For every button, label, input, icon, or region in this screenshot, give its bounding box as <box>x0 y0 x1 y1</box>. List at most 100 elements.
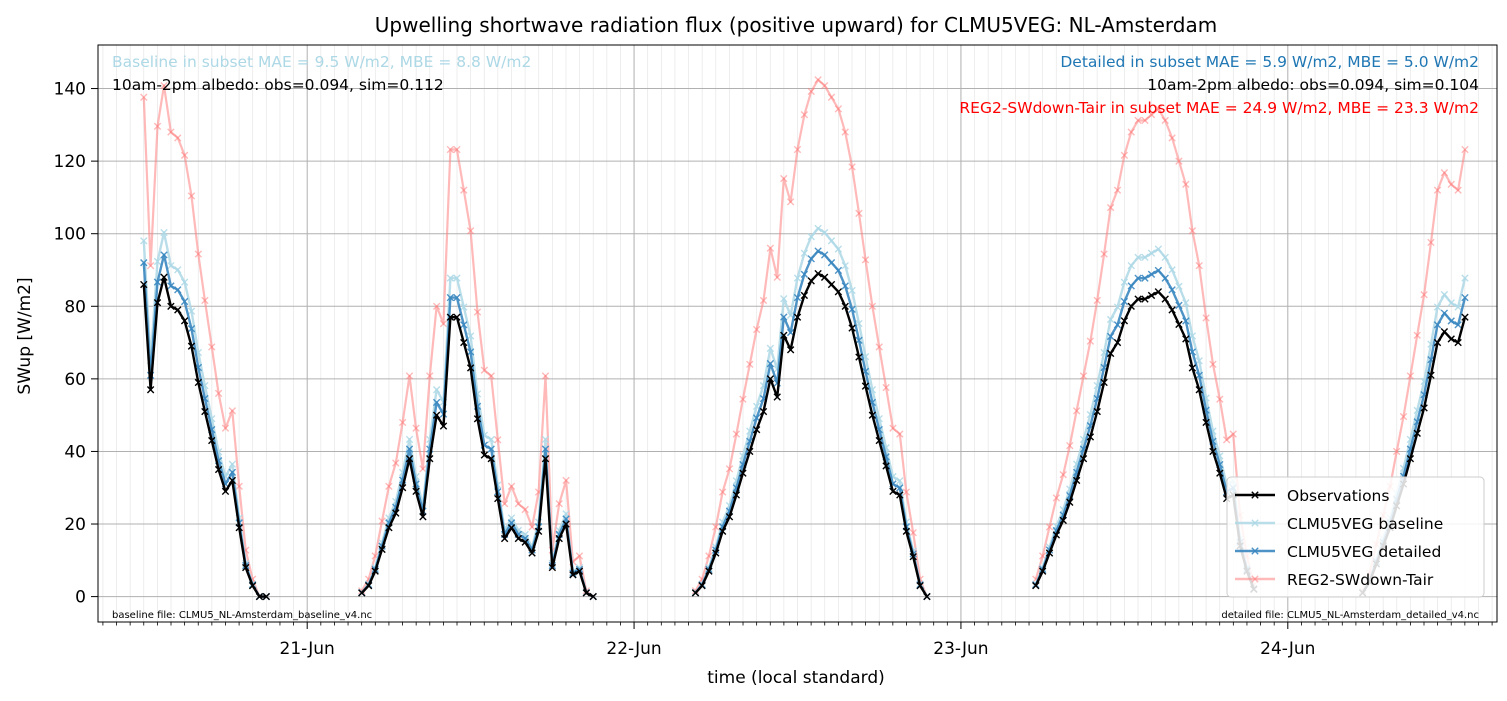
data-point <box>514 500 523 508</box>
data-point <box>208 436 216 445</box>
data-point <box>1079 455 1088 463</box>
data-point <box>589 592 597 601</box>
data-point <box>1392 447 1401 456</box>
data-point <box>1154 105 1163 113</box>
data-point <box>1175 301 1183 310</box>
data-point <box>793 145 802 154</box>
data-point <box>1134 295 1142 303</box>
data-point <box>786 198 795 206</box>
data-point <box>712 549 720 557</box>
data-point <box>1433 338 1442 347</box>
data-point <box>446 145 455 154</box>
data-point <box>153 298 162 307</box>
data-point <box>1413 429 1421 437</box>
data-point <box>480 451 489 459</box>
data-point <box>1106 332 1115 341</box>
data-point <box>167 302 175 310</box>
data-point <box>262 592 271 601</box>
data-point <box>1168 286 1176 294</box>
data-point <box>228 460 237 468</box>
data-point <box>180 151 189 160</box>
data-point <box>1209 447 1217 456</box>
data-point <box>392 459 400 467</box>
data-point <box>201 407 209 416</box>
data-point <box>160 251 168 259</box>
data-point <box>841 128 849 136</box>
baseline-albedo-annotation: 10am-2pm albedo: obs=0.094, sim=0.112 <box>112 76 444 94</box>
data-point <box>385 523 393 532</box>
data-point <box>1454 338 1462 347</box>
data-point <box>1461 145 1469 154</box>
data-point <box>1461 313 1469 321</box>
data-point <box>732 430 741 438</box>
data-point <box>1141 116 1149 125</box>
data-point <box>1175 282 1183 291</box>
data-point <box>820 273 829 281</box>
legend: Observations CLMU5VEG baseline CLMU5VEG de… <box>1226 476 1485 598</box>
data-point <box>1209 360 1217 369</box>
data-point <box>521 505 529 514</box>
data-point <box>807 277 815 285</box>
data-point <box>228 476 237 485</box>
data-point <box>507 482 516 490</box>
data-point <box>1134 274 1142 282</box>
data-point <box>453 293 461 302</box>
data-point <box>446 293 455 302</box>
data-point <box>1038 567 1047 575</box>
data-point <box>848 305 856 313</box>
data-point <box>1461 274 1469 282</box>
legend-label: REG2-SWdown-Tair <box>1287 571 1434 589</box>
data-point <box>1141 274 1149 282</box>
data-point <box>841 282 849 290</box>
data-point <box>1113 303 1122 311</box>
grid-layer <box>98 45 1497 622</box>
data-point <box>827 280 836 289</box>
data-point <box>1175 320 1183 329</box>
data-point <box>766 344 775 353</box>
data-point <box>1420 290 1428 299</box>
data-point <box>875 436 883 445</box>
data-point <box>1399 412 1408 421</box>
data-point <box>1134 116 1142 125</box>
data-point <box>1147 291 1156 300</box>
data-point <box>868 411 877 419</box>
data-point <box>807 255 815 263</box>
data-point <box>1182 335 1190 343</box>
data-point <box>1120 151 1129 160</box>
data-point <box>221 424 230 432</box>
data-point <box>487 435 495 444</box>
data-point <box>718 527 727 535</box>
data-point <box>732 491 741 499</box>
data-point <box>432 398 441 407</box>
data-point <box>1440 169 1449 177</box>
data-point <box>153 257 162 266</box>
data-point <box>453 313 461 321</box>
data-point <box>528 523 536 531</box>
data-point <box>1447 180 1455 189</box>
detailed-file-note: detailed file: CLMU5_NL-Amsterdam_detail… <box>1221 610 1479 621</box>
data-point <box>1106 315 1115 324</box>
data-point <box>1045 549 1054 557</box>
data-point <box>1427 371 1435 379</box>
data-point <box>1202 418 1210 427</box>
data-point <box>1154 266 1163 275</box>
data-point <box>1052 494 1061 502</box>
data-point <box>800 110 809 119</box>
data-point <box>1406 455 1415 463</box>
data-point <box>140 93 148 101</box>
x-tick-label: 24-Jun <box>1260 639 1315 659</box>
data-point <box>1100 378 1108 387</box>
data-point <box>902 488 911 496</box>
data-point <box>398 484 407 492</box>
data-point <box>882 383 890 392</box>
data-point <box>1045 523 1054 531</box>
baseline-file-note: baseline file: CLMU5_NL-Amsterdam_baseli… <box>112 610 372 621</box>
data-point <box>1072 407 1081 415</box>
data-point <box>800 291 809 300</box>
data-point <box>214 389 223 398</box>
data-point <box>1161 295 1169 303</box>
data-point <box>153 278 162 286</box>
data-point <box>439 422 448 430</box>
x-tick-label: 22-Jun <box>606 639 661 659</box>
